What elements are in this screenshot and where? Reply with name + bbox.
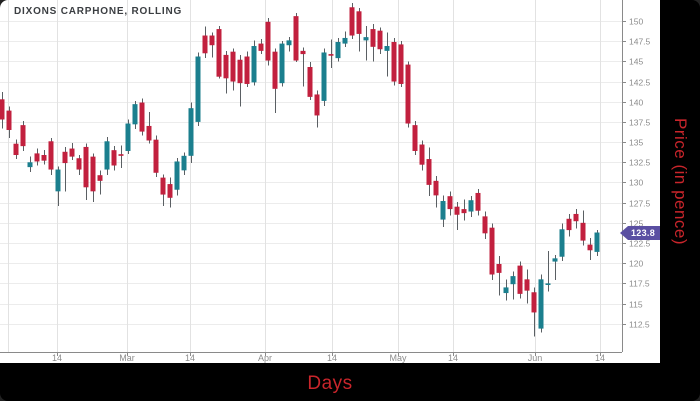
y-axis-title: Price (in pence) [671,117,690,246]
chart-panel: 150 147.5 145 142.5 140 137.5 135 132.5 130 127.5… [0,0,660,363]
svg-text:140: 140 [629,98,643,108]
svg-text:112.5: 112.5 [629,320,650,330]
svg-text:120: 120 [629,259,643,269]
svg-text:150: 150 [629,17,643,27]
last-price-value: 123.8 [630,228,656,238]
svg-text:14: 14 [327,353,337,363]
svg-text:14: 14 [595,353,605,363]
svg-text:Apr: Apr [258,353,272,363]
svg-text:142.5: 142.5 [629,78,651,88]
svg-text:137.5: 137.5 [629,118,651,128]
svg-text:135: 135 [629,138,643,148]
x-axis-title: Days [307,372,353,394]
svg-text:May: May [389,353,407,363]
svg-text:14: 14 [185,353,195,363]
candlestick-plot-area: 150 147.5 145 142.5 140 137.5 135 132.5 130 127.5… [0,0,651,363]
last-price-badge: 123.8 [620,226,660,240]
svg-text:14: 14 [448,353,458,363]
svg-text:Mar: Mar [119,353,135,363]
svg-text:122.5: 122.5 [629,239,651,249]
svg-text:115: 115 [629,300,643,310]
svg-text:Jun: Jun [528,353,543,363]
svg-text:117.5: 117.5 [629,279,650,289]
svg-text:127.5: 127.5 [629,199,651,209]
svg-text:130: 130 [629,178,643,188]
chart-title: DIXONS CARPHONE, ROLLING [14,6,183,17]
svg-text:145: 145 [629,57,643,67]
svg-text:125: 125 [629,219,643,229]
svg-text:132.5: 132.5 [629,158,651,168]
svg-text:147.5: 147.5 [629,37,651,47]
svg-text:14: 14 [52,353,62,363]
